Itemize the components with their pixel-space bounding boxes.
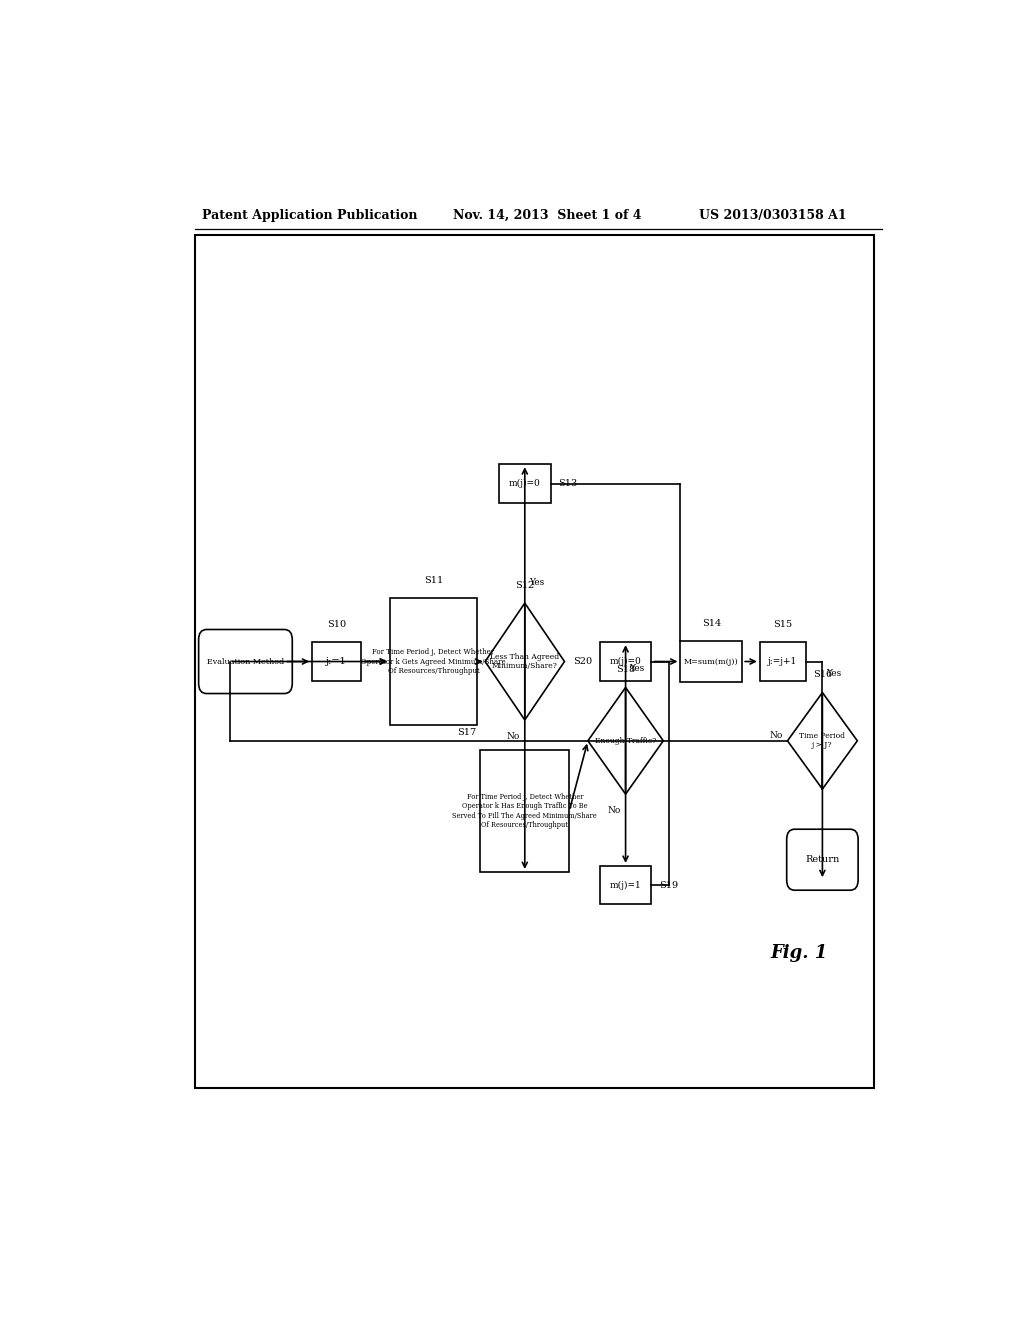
Text: No: No xyxy=(507,733,520,741)
Text: For Time Period j, Detect Whether
Operator k Gets Agreed Minimum/Share
Of Resour: For Time Period j, Detect Whether Operat… xyxy=(361,648,506,675)
Text: S18: S18 xyxy=(616,665,635,675)
Text: m(j)=0: m(j)=0 xyxy=(609,657,641,667)
Polygon shape xyxy=(787,693,857,789)
Text: S11: S11 xyxy=(424,576,443,585)
Text: Fig. 1: Fig. 1 xyxy=(771,944,828,962)
Text: Patent Application Publication: Patent Application Publication xyxy=(202,209,418,222)
Polygon shape xyxy=(485,603,564,719)
FancyBboxPatch shape xyxy=(786,829,858,890)
Text: Yes: Yes xyxy=(529,578,545,587)
Text: S13: S13 xyxy=(558,479,578,488)
Text: S17: S17 xyxy=(457,727,476,737)
Text: S20: S20 xyxy=(572,657,592,667)
Bar xyxy=(600,643,651,681)
Text: No: No xyxy=(769,731,782,741)
Bar xyxy=(499,465,551,503)
Text: No: No xyxy=(607,807,621,816)
Bar xyxy=(390,598,477,725)
Text: Nov. 14, 2013  Sheet 1 of 4: Nov. 14, 2013 Sheet 1 of 4 xyxy=(454,209,642,222)
Text: Yes: Yes xyxy=(826,669,842,678)
Text: Time Period
j > J?: Time Period j > J? xyxy=(800,733,846,750)
FancyBboxPatch shape xyxy=(199,630,292,693)
Text: m(j)=1: m(j)=1 xyxy=(609,880,641,890)
Text: S14: S14 xyxy=(701,619,721,628)
Bar xyxy=(196,235,874,1089)
Text: S10: S10 xyxy=(327,620,346,630)
Text: Evaluation Method: Evaluation Method xyxy=(207,657,284,665)
Text: j:=1: j:=1 xyxy=(327,657,347,667)
Bar xyxy=(600,866,651,904)
Text: Enough Traffic?: Enough Traffic? xyxy=(595,737,656,744)
Text: j:=j+1: j:=j+1 xyxy=(768,657,798,667)
Text: S12: S12 xyxy=(515,581,535,590)
Text: Yes: Yes xyxy=(630,664,645,673)
Bar xyxy=(760,643,806,681)
Bar xyxy=(480,750,569,873)
Text: S16: S16 xyxy=(813,671,831,680)
Text: S15: S15 xyxy=(773,620,793,630)
Bar xyxy=(680,642,742,682)
Text: Return: Return xyxy=(805,855,840,865)
Text: S19: S19 xyxy=(659,880,679,890)
Text: m(j)=0: m(j)=0 xyxy=(509,479,541,488)
Polygon shape xyxy=(588,688,664,795)
Text: M=sum(m(j)): M=sum(m(j)) xyxy=(684,657,738,665)
Text: US 2013/0303158 A1: US 2013/0303158 A1 xyxy=(699,209,847,222)
Text: Less Than Agreed
Minimum/Share?: Less Than Agreed Minimum/Share? xyxy=(490,653,559,671)
Bar xyxy=(312,643,361,681)
Text: For Time Period j, Detect Whether
Operator k Has Enough Traffic To Be
Served To : For Time Period j, Detect Whether Operat… xyxy=(453,793,597,829)
